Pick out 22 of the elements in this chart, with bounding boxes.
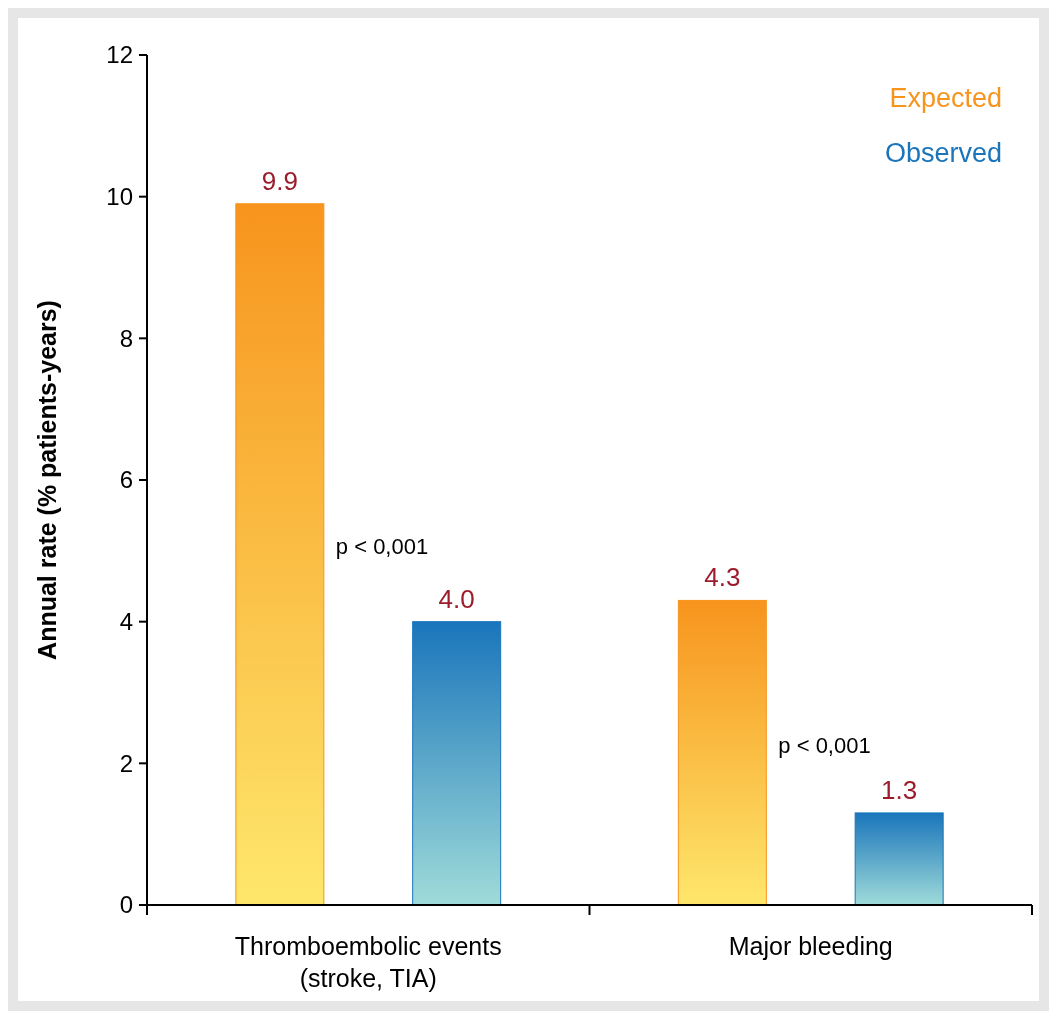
x-tick-label: Major bleeding — [728, 932, 893, 960]
y-tick-label: 6 — [119, 466, 133, 494]
data-label: 4.3 — [704, 562, 741, 593]
y-tick-label: 4 — [119, 608, 133, 636]
y-tick-label: 8 — [119, 324, 133, 352]
bar — [854, 812, 944, 906]
data-label: 1.3 — [881, 774, 918, 805]
y-tick-label: 0 — [119, 891, 133, 919]
y-axis-title: Annual rate (% patients-years) — [33, 300, 61, 660]
bar — [677, 599, 767, 906]
text: Expected — [889, 83, 1002, 113]
x-tick-label: Thromboembolic events (stroke, TIA) — [234, 932, 502, 992]
annotation: p < 0,001 — [335, 534, 429, 560]
text: Observed — [884, 138, 1002, 168]
bar — [235, 203, 325, 906]
y-tick-label: 10 — [106, 183, 133, 211]
y-tick-label: 12 — [106, 41, 133, 69]
y-tick-label: 2 — [119, 749, 133, 777]
data-label: 9.9 — [261, 165, 298, 196]
data-label: 4.0 — [438, 583, 475, 614]
annotation: p < 0,001 — [778, 732, 871, 758]
bar — [412, 621, 502, 906]
